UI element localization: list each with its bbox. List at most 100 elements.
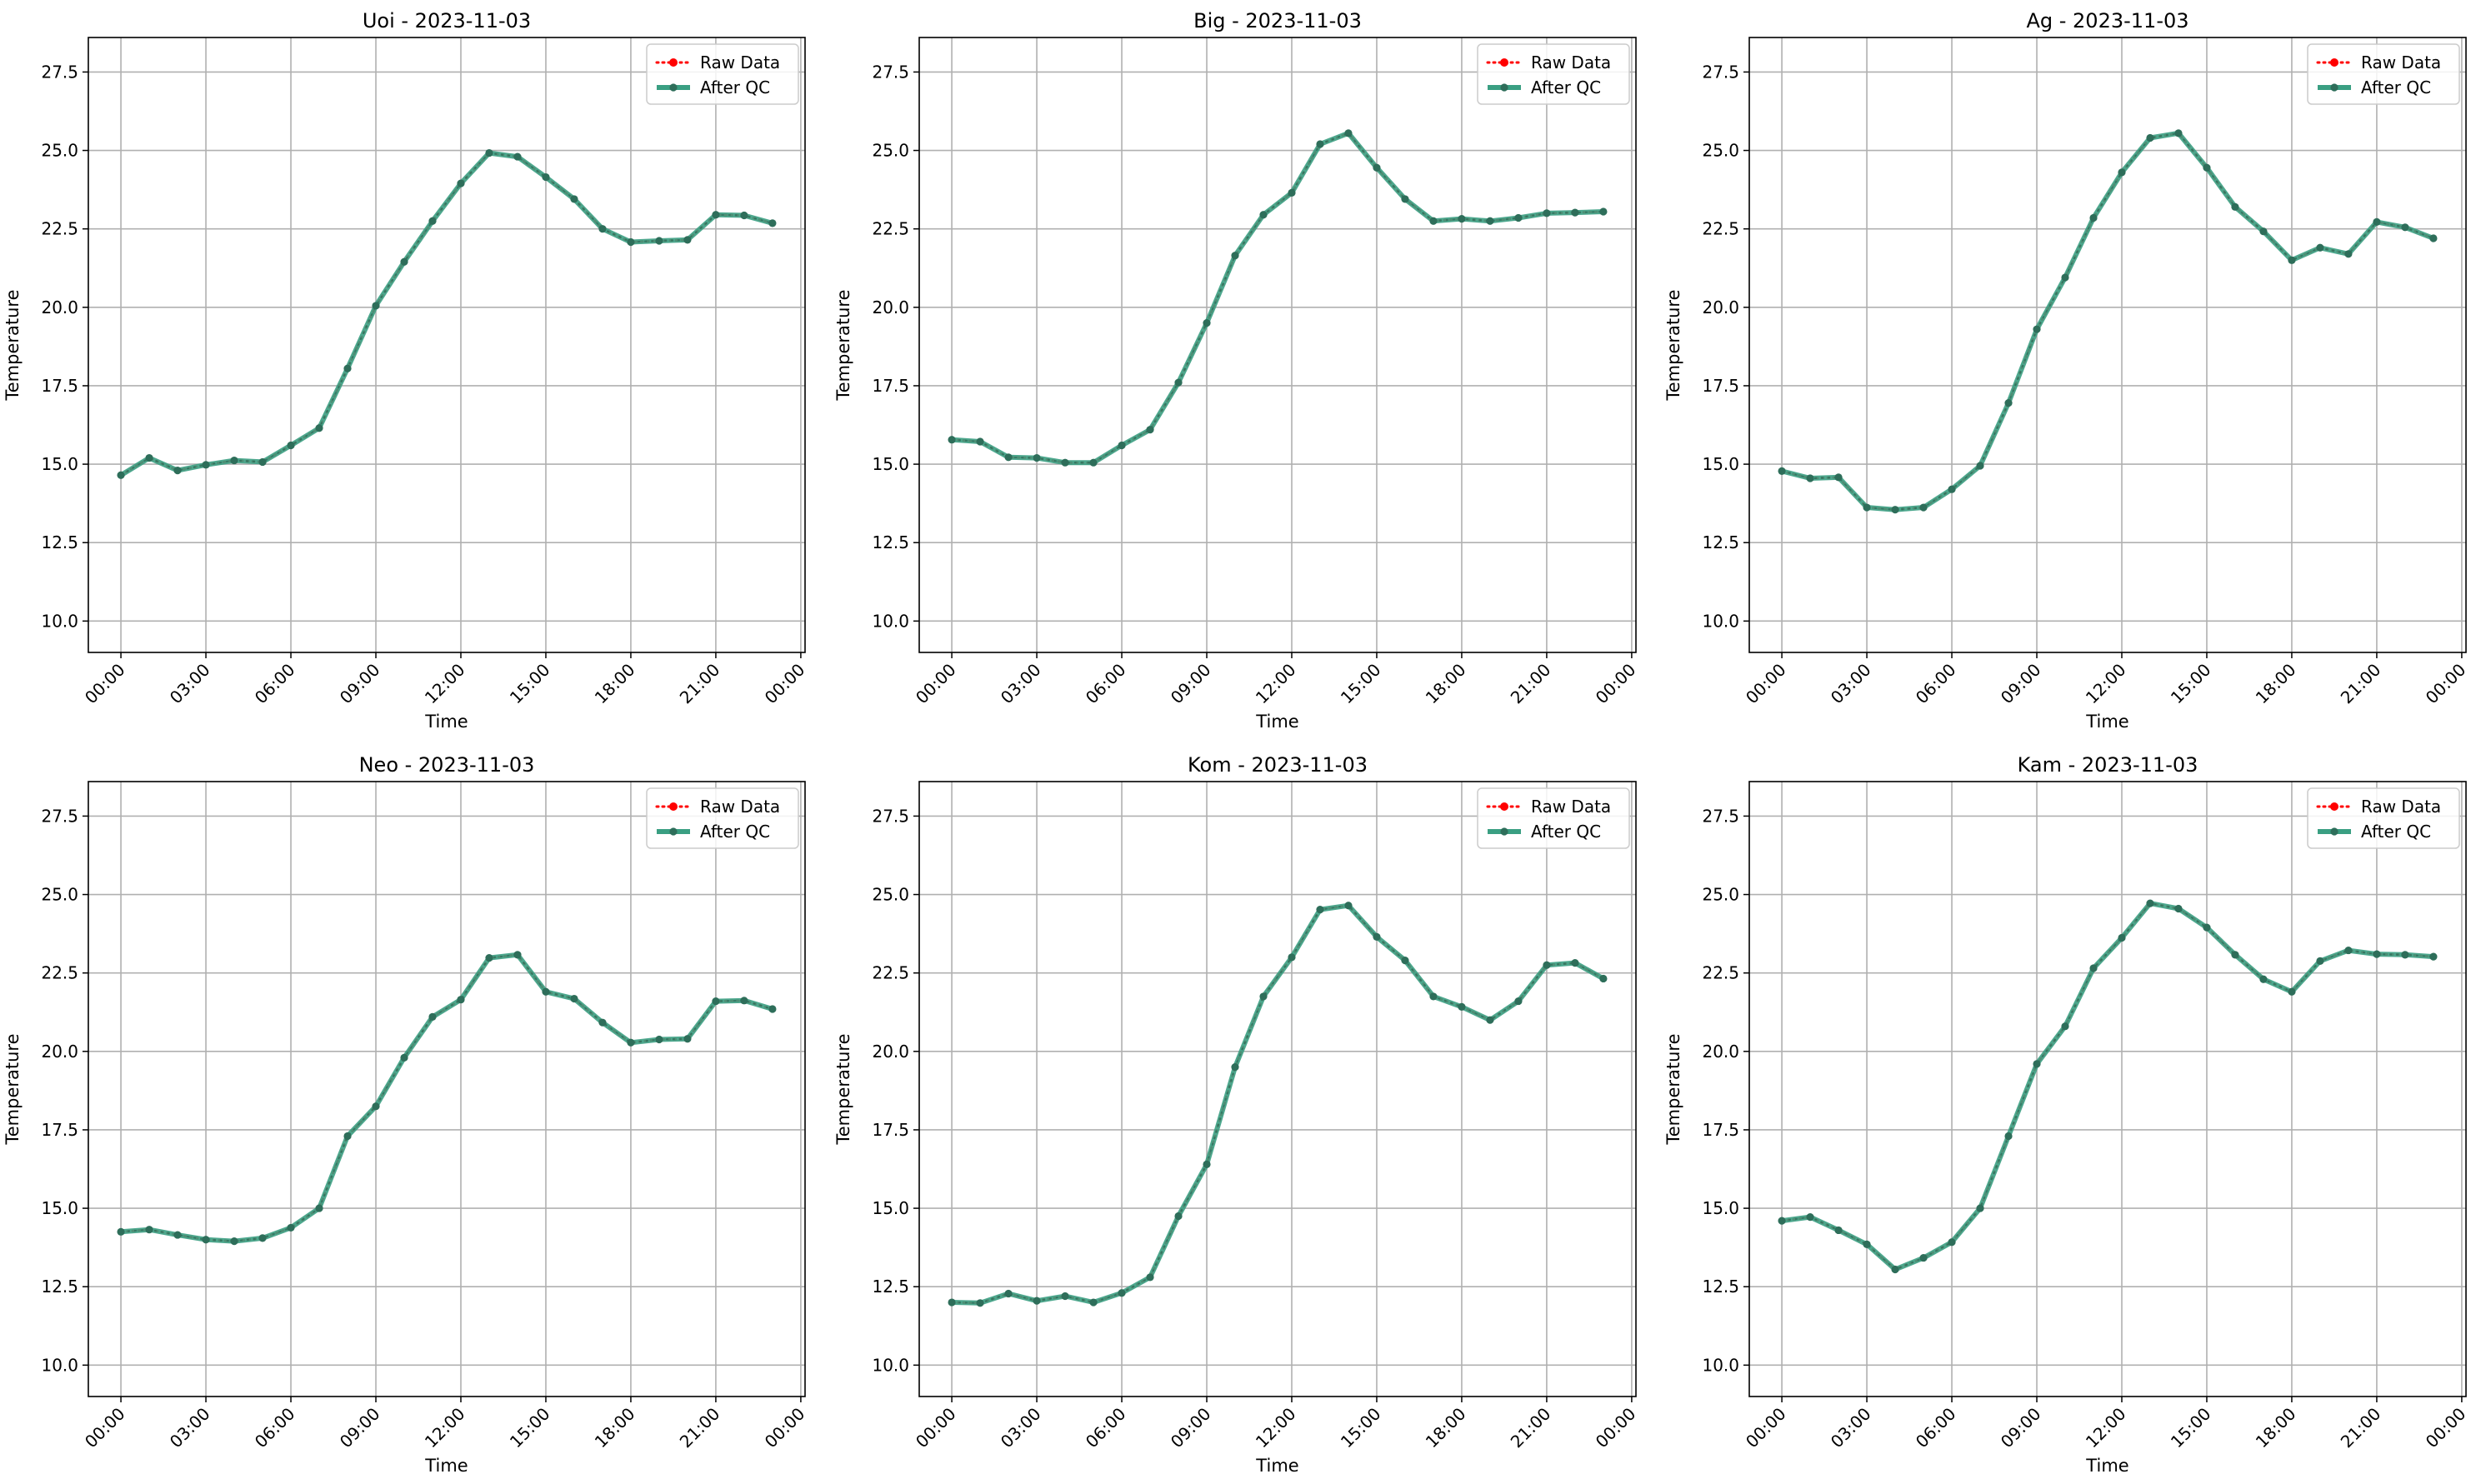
subplot-title: Uoi - 2023-11-03: [363, 9, 531, 32]
data-point: [513, 152, 522, 161]
y-tick-label: 27.5: [872, 806, 909, 826]
legend-marker-raw-data: [1500, 58, 1508, 67]
data-point: [428, 1012, 437, 1021]
data-point: [1834, 1226, 1843, 1235]
y-axis: 10.0 12.5 15.0 17.5 20.0 22.5 25.0 27.5: [1702, 62, 2466, 631]
legend: Raw Data After QC: [646, 787, 799, 849]
series-line-raw-data-overlay: [1781, 132, 2434, 511]
subplot-title: Big - 2023-11-03: [1193, 9, 1362, 32]
x-tick-label: 15:00: [1337, 660, 1385, 708]
x-tick-label: 06:00: [1082, 1404, 1130, 1452]
data-point: [1571, 959, 1579, 967]
x-axis: 00:00 03:00 06:00 09:00 12:00 15:00 18:00 21:00…: [81, 782, 809, 1452]
data-point: [1778, 1217, 1786, 1225]
data-point: [2203, 923, 2211, 932]
x-axis-label: Time: [424, 1456, 468, 1476]
data-point: [1806, 474, 1814, 482]
data-point: [598, 1018, 607, 1027]
y-tick-label: 25.0: [41, 885, 78, 905]
data-point: [2316, 957, 2324, 965]
data-point: [655, 237, 663, 245]
y-tick-label: 10.0: [41, 1355, 78, 1375]
x-axis-label: Time: [1255, 712, 1298, 732]
data-point: [1004, 453, 1013, 462]
y-tick-label: 12.5: [41, 1277, 78, 1297]
data-point: [1919, 1253, 1928, 1262]
data-point: [230, 1237, 238, 1246]
subplot-title: Neo - 2023-11-03: [359, 753, 535, 777]
y-tick-label: 15.0: [872, 1198, 909, 1218]
subplot-ag: Ag - 2023-11-03 10.0 12.5 15.0 17.5 20.0 22.5 2…: [1663, 9, 2469, 732]
series-line-raw-data: [950, 132, 1605, 464]
data-point: [145, 1226, 153, 1234]
series-line-after-qc: [951, 130, 1603, 466]
y-axis-label: Temperature: [1663, 289, 1683, 401]
series-line-raw-data: [1780, 902, 2435, 1272]
x-tick-label: 03:00: [997, 660, 1045, 708]
data-point: [1599, 207, 1608, 216]
data-point: [2344, 250, 2353, 258]
x-tick-label: 00:00: [912, 1404, 960, 1452]
x-tick-label: 03:00: [166, 1404, 214, 1452]
x-tick-label: 12:00: [2082, 660, 2130, 708]
x-tick-label: 09:00: [336, 660, 384, 708]
data-point: [400, 257, 408, 266]
legend-marker-raw-data: [1500, 802, 1508, 811]
y-tick-label: 10.0: [41, 611, 78, 631]
plot-frame: [1748, 37, 2467, 653]
data-point: [1834, 473, 1843, 482]
y-tick-label: 25.0: [1702, 141, 1739, 161]
x-tick-label: 18:00: [2252, 660, 2300, 708]
y-axis: 10.0 12.5 15.0 17.5 20.0 22.5 25.0 27.5: [41, 62, 805, 631]
data-point: [2288, 987, 2296, 996]
data-point: [1429, 992, 1438, 1001]
x-tick-label: 18:00: [591, 1404, 639, 1452]
data-point: [1259, 211, 1268, 219]
series-line-raw-data: [950, 904, 1605, 1305]
legend-marker-raw-data: [669, 802, 678, 811]
y-tick-label: 25.0: [41, 141, 78, 161]
series-line-raw-data-overlay: [952, 904, 1604, 1304]
x-tick-label: 00:00: [761, 1404, 809, 1452]
data-point: [712, 997, 720, 1006]
legend-marker-after-qc: [2330, 83, 2338, 92]
data-point: [1571, 208, 1579, 217]
x-tick-label: 03:00: [1827, 1404, 1875, 1452]
data-point: [343, 364, 352, 372]
y-tick-label: 15.0: [41, 1198, 78, 1218]
plot-frame: [918, 37, 1637, 653]
data-point: [117, 1227, 125, 1236]
legend: Raw Data After QC: [2307, 787, 2460, 849]
data-point: [2231, 951, 2239, 959]
subplot-neo: Neo - 2023-11-03 10.0 12.5 15.0 17.5 20.0 22.5…: [3, 753, 808, 1476]
data-point: [712, 211, 720, 219]
data-point: [1806, 1213, 1814, 1222]
x-tick-label: 03:00: [166, 660, 214, 708]
data-point: [1174, 1212, 1183, 1221]
x-tick-label: 18:00: [591, 660, 639, 708]
data-point: [173, 467, 182, 475]
x-tick-label: 06:00: [1912, 660, 1960, 708]
data-point: [1599, 974, 1608, 983]
data-point: [2174, 129, 2183, 137]
x-axis: 00:00 03:00 06:00 09:00 12:00 15:00 18:00 21:00…: [81, 37, 808, 708]
data-point: [1118, 441, 1126, 450]
y-tick-label: 22.5: [1702, 219, 1739, 239]
data-point: [976, 437, 984, 446]
legend-label-raw-data: Raw Data: [1531, 797, 1611, 817]
series-line-raw-data: [1780, 132, 2435, 512]
x-tick-label: 00:00: [1592, 660, 1640, 708]
x-axis-label: Time: [2085, 1456, 2128, 1476]
data-point: [202, 1236, 210, 1244]
legend-label-after-qc: After QC: [1531, 77, 1601, 97]
data-point: [1543, 209, 1551, 217]
data-point: [740, 997, 748, 1005]
legend: Raw Data After QC: [1477, 787, 1630, 849]
plot-frame: [918, 781, 1637, 1397]
x-axis-label: Time: [424, 712, 468, 732]
y-tick-label: 15.0: [41, 454, 78, 474]
y-tick-label: 17.5: [872, 1120, 909, 1140]
x-tick-label: 06:00: [1082, 660, 1130, 708]
x-tick-label: 15:00: [2167, 1404, 2215, 1452]
